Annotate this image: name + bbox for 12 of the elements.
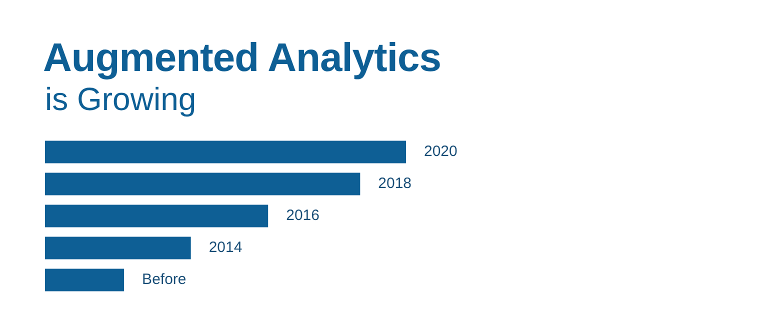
y-tick-label: 2020 bbox=[424, 143, 458, 160]
bar bbox=[45, 236, 191, 260]
y-tick-label: 2016 bbox=[286, 207, 320, 224]
bar bbox=[45, 172, 360, 196]
bar bbox=[45, 268, 124, 292]
y-tick-label: 2018 bbox=[378, 175, 412, 192]
bar bbox=[45, 140, 406, 164]
y-tick-label: Before bbox=[142, 271, 186, 288]
chart-subtitle: is Growing bbox=[45, 80, 196, 118]
y-tick-label: 2014 bbox=[208, 239, 242, 256]
bar bbox=[45, 204, 268, 228]
chart-title: Augmented Analytics bbox=[43, 36, 441, 80]
